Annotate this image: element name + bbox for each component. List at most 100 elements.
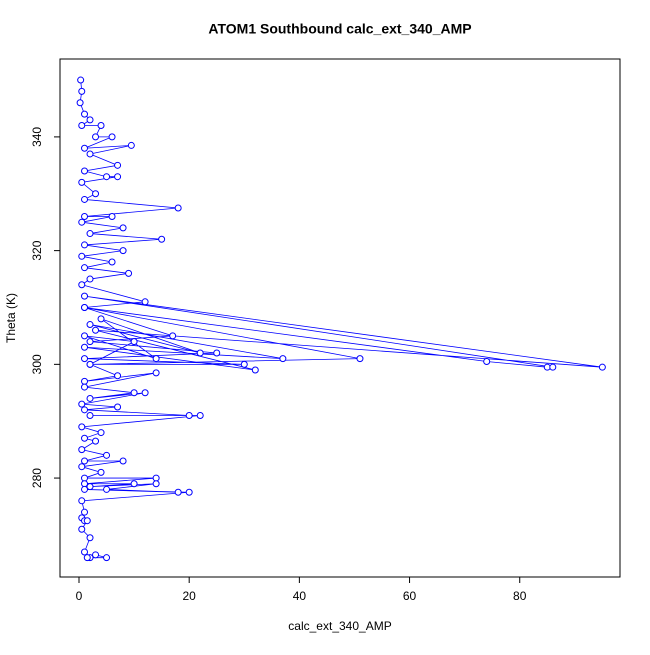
data-point bbox=[86, 116, 94, 124]
data-point bbox=[78, 178, 86, 186]
data-point bbox=[81, 355, 89, 363]
data-point bbox=[81, 241, 89, 249]
data-point bbox=[92, 551, 100, 559]
data-point bbox=[78, 446, 86, 454]
data-point bbox=[114, 372, 122, 380]
data-point bbox=[130, 389, 138, 397]
data-point bbox=[158, 235, 166, 243]
data-point bbox=[81, 457, 89, 465]
data-point bbox=[119, 457, 127, 465]
data-point bbox=[141, 298, 149, 306]
data-point bbox=[240, 360, 248, 368]
data-point bbox=[81, 406, 89, 414]
data-point bbox=[213, 349, 221, 357]
data-point bbox=[86, 483, 94, 491]
data-point bbox=[81, 332, 89, 340]
data-point bbox=[92, 437, 100, 445]
data-point bbox=[108, 133, 116, 141]
data-point bbox=[78, 87, 86, 95]
y-tick-label: 280 bbox=[30, 468, 44, 488]
data-point bbox=[119, 224, 127, 232]
data-point bbox=[81, 474, 89, 482]
data-point bbox=[86, 394, 94, 402]
data-point bbox=[81, 434, 89, 442]
y-tick-label: 340 bbox=[30, 127, 44, 147]
data-point bbox=[103, 554, 111, 562]
data-point bbox=[114, 173, 122, 181]
data-point bbox=[174, 488, 182, 496]
data-point bbox=[86, 321, 94, 329]
data-point bbox=[86, 150, 94, 158]
y-axis-label: Theta (K) bbox=[4, 293, 18, 343]
data-point bbox=[114, 161, 122, 169]
data-point bbox=[108, 258, 116, 266]
data-point bbox=[103, 485, 111, 493]
chart-title: ATOM1 Southbound calc_ext_340_AMP bbox=[208, 21, 471, 37]
y-tick-label: 300 bbox=[30, 354, 44, 374]
data-point bbox=[152, 355, 160, 363]
data-point bbox=[141, 389, 149, 397]
x-axis-label: calc_ext_340_AMP bbox=[288, 619, 391, 633]
data-point bbox=[78, 525, 86, 533]
data-point bbox=[92, 326, 100, 334]
data-point bbox=[483, 357, 491, 365]
data-point bbox=[127, 141, 135, 149]
data-point bbox=[78, 400, 86, 408]
data-point bbox=[152, 480, 160, 488]
data-point bbox=[81, 508, 89, 516]
data-point bbox=[78, 281, 86, 289]
x-tick-label: 20 bbox=[183, 589, 197, 603]
data-point bbox=[92, 133, 100, 141]
data-point bbox=[174, 204, 182, 212]
data-point bbox=[92, 190, 100, 198]
data-point bbox=[130, 480, 138, 488]
data-point bbox=[81, 343, 89, 351]
data-point bbox=[114, 403, 122, 411]
data-point bbox=[598, 363, 606, 371]
data-point bbox=[83, 554, 91, 562]
data-point bbox=[81, 383, 89, 391]
data-point bbox=[97, 122, 105, 130]
x-tick-label: 60 bbox=[403, 589, 417, 603]
data-point bbox=[78, 218, 86, 226]
data-point bbox=[103, 451, 111, 459]
data-point bbox=[196, 349, 204, 357]
data-point bbox=[125, 269, 133, 277]
data-point bbox=[78, 463, 86, 471]
data-point bbox=[86, 338, 94, 346]
data-point bbox=[81, 144, 89, 152]
data-point bbox=[279, 355, 287, 363]
data-point bbox=[108, 213, 116, 221]
y-tick-label: 320 bbox=[30, 240, 44, 260]
data-point bbox=[78, 423, 86, 431]
data-point bbox=[86, 360, 94, 368]
data-point bbox=[81, 377, 89, 385]
data-point bbox=[81, 264, 89, 272]
data-point bbox=[103, 173, 111, 181]
data-point bbox=[81, 167, 89, 175]
data-point bbox=[130, 338, 138, 346]
data-point bbox=[152, 474, 160, 482]
data-point bbox=[81, 213, 89, 221]
x-tick-label: 40 bbox=[293, 589, 307, 603]
data-point bbox=[81, 292, 89, 300]
data-point bbox=[356, 355, 364, 363]
data-point bbox=[185, 412, 193, 420]
data-point bbox=[119, 247, 127, 255]
data-point bbox=[152, 369, 160, 377]
data-point bbox=[185, 488, 193, 496]
plot-frame bbox=[59, 58, 621, 578]
data-point bbox=[86, 275, 94, 283]
data-point bbox=[81, 110, 89, 118]
data-point bbox=[76, 99, 84, 107]
data-point bbox=[196, 412, 204, 420]
data-point bbox=[97, 315, 105, 323]
data-point bbox=[77, 76, 85, 84]
data-point bbox=[86, 412, 94, 420]
data-point bbox=[83, 517, 91, 525]
data-point bbox=[549, 363, 557, 371]
data-point bbox=[81, 548, 89, 556]
data-point bbox=[81, 303, 89, 311]
